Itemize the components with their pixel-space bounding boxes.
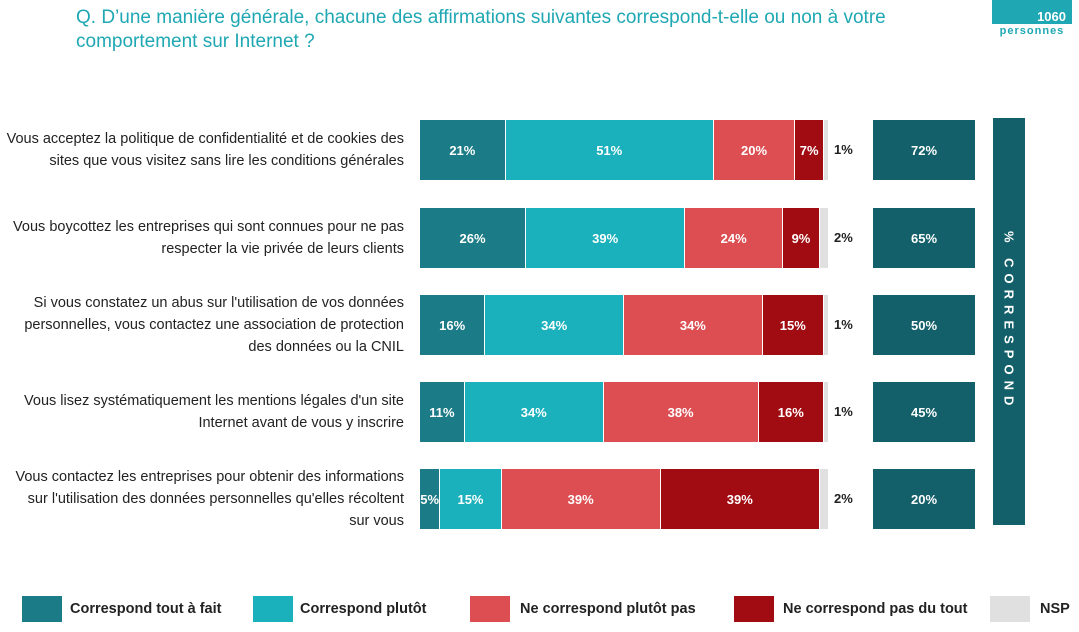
category-label: Vous boycottez les entreprises qui sont … — [13, 219, 404, 257]
bar-segment: 34% — [464, 382, 604, 442]
bar-segment: 39% — [501, 469, 661, 529]
bar-segment: 9% — [783, 208, 820, 268]
bar-segment — [819, 208, 828, 268]
category-label: Vous contactez les entreprises pour obte… — [15, 469, 405, 529]
total-box: 45% — [873, 382, 975, 442]
chart-title: Q. D’une manière générale, chacune des a… — [76, 7, 886, 52]
legend-label: Correspond plutôt — [300, 601, 427, 617]
legend-swatch — [22, 596, 62, 622]
category-label: Vous acceptez la politique de confidenti… — [6, 131, 404, 169]
legend-label: Correspond tout à fait — [70, 601, 222, 617]
legend-swatch — [253, 596, 293, 622]
bar-segment: 39% — [660, 469, 820, 529]
bar-segment: 51% — [505, 120, 714, 180]
bar-segment: 34% — [485, 295, 624, 355]
bar-segment: 5% — [420, 469, 441, 529]
nsp-label: 1% — [834, 404, 853, 419]
legend-swatch — [734, 596, 774, 622]
bar-segment — [819, 469, 828, 529]
bar-segment: 15% — [762, 295, 824, 355]
legend-swatch — [470, 596, 510, 622]
total-title: % CORRESPOND — [1001, 231, 1017, 412]
bar-segment: 16% — [758, 382, 824, 442]
total-band: % CORRESPOND — [993, 118, 1025, 525]
bar-segment: 39% — [526, 208, 686, 268]
legend-label: Ne correspond plutôt pas — [520, 601, 696, 617]
bar-segment: 20% — [713, 120, 796, 180]
bar-segment: 15% — [440, 469, 502, 529]
bar-segment: 16% — [420, 295, 486, 355]
legend-swatch — [990, 596, 1030, 622]
nsp-label: 2% — [834, 491, 853, 506]
bar-segment: 24% — [685, 208, 784, 268]
bar-segment: 26% — [420, 208, 527, 268]
total-box: 65% — [873, 208, 975, 268]
legend-label: Ne correspond pas du tout — [783, 601, 968, 617]
badge-count: 1060 — [992, 0, 1072, 24]
category-label: Si vous constatez un abus sur l'utilisat… — [24, 295, 404, 355]
total-box: 72% — [873, 120, 975, 180]
bar-segment: 11% — [420, 382, 465, 442]
bar-segment: 21% — [420, 120, 506, 180]
nsp-label: 1% — [834, 317, 853, 332]
bar-segment: 38% — [603, 382, 759, 442]
category-label: Vous lisez systématiquement les mentions… — [24, 393, 404, 431]
total-box: 50% — [873, 295, 975, 355]
nsp-label: 1% — [834, 142, 853, 157]
bar-segment: 34% — [624, 295, 763, 355]
bar-segment: 7% — [795, 120, 824, 180]
legend-label: NSP — [1040, 601, 1070, 617]
nsp-label: 2% — [834, 230, 853, 245]
bar-segment — [823, 120, 828, 180]
total-box: 20% — [873, 469, 975, 529]
bar-segment — [823, 382, 828, 442]
bar-segment — [823, 295, 828, 355]
badge-unit: personnes — [999, 25, 1065, 37]
